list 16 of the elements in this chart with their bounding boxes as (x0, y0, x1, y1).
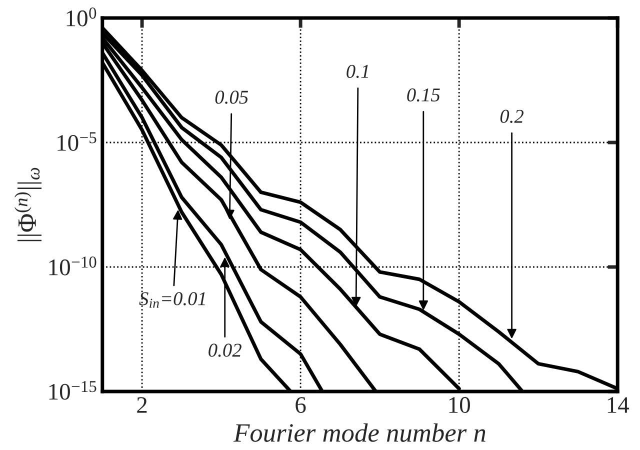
x-tick-label: 10 (449, 397, 470, 413)
annotation: 0.15 (407, 88, 440, 102)
x-tick-label: 6 (296, 397, 306, 413)
annotation: 0.02 (208, 344, 242, 357)
annotation: S$_{in}$=0.01 (139, 292, 205, 308)
x-tick-label: 14 (608, 397, 630, 413)
annotation: 0.1 (346, 64, 368, 78)
annotation: 0.2 (500, 110, 524, 123)
x-axis-title: Fourier mode number n (233, 423, 486, 442)
y-tick-label: 10$^{0}$ (66, 8, 96, 26)
x-tick-label: 2 (137, 397, 147, 413)
annotation: 0.05 (215, 90, 248, 104)
y-tick-label: 10$^{−15}$ (49, 381, 96, 400)
y-tick-label: 10$^{−5}$ (58, 132, 96, 151)
y-axis-title: ||Φ$^{(n)}$||$_{ω}$ (14, 168, 42, 242)
y-tick-label: 10$^{−10}$ (49, 256, 96, 276)
